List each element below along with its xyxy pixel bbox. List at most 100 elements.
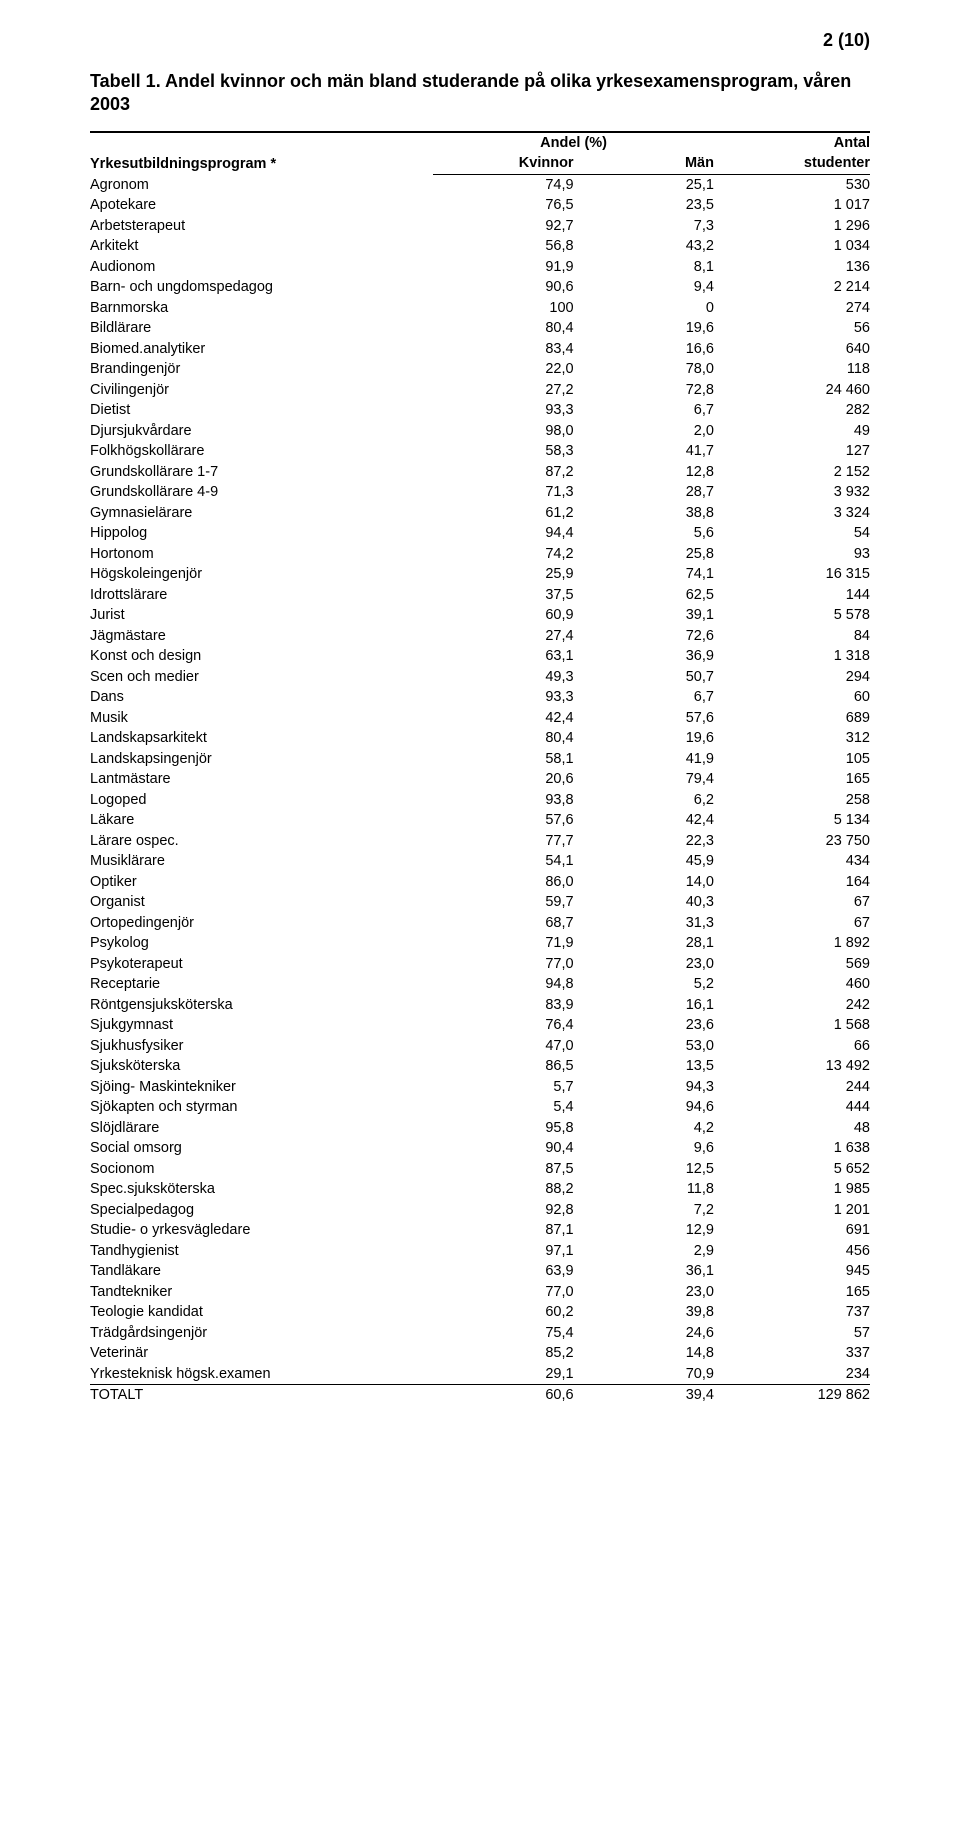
table-row: Sjöing- Maskintekniker5,794,3244 [90, 1077, 870, 1098]
row-kvinnor: 59,7 [433, 892, 573, 913]
row-studenter: 1 638 [714, 1138, 870, 1159]
row-man: 14,8 [574, 1343, 714, 1364]
row-label: Musiklärare [90, 851, 433, 872]
table-row: Trädgårdsingenjör75,424,657 [90, 1323, 870, 1344]
row-studenter: 54 [714, 523, 870, 544]
row-label: Dans [90, 687, 433, 708]
row-man: 36,1 [574, 1261, 714, 1282]
row-kvinnor: 76,4 [433, 1015, 573, 1036]
table-row: Ortopedingenjör68,731,367 [90, 913, 870, 934]
row-label: Arkitekt [90, 236, 433, 257]
row-studenter: 737 [714, 1302, 870, 1323]
row-label: Studie- o yrkesvägledare [90, 1220, 433, 1241]
table-row: Apotekare76,523,51 017 [90, 195, 870, 216]
row-man: 42,4 [574, 810, 714, 831]
row-studenter: 444 [714, 1097, 870, 1118]
table-caption: Tabell 1. Andel kvinnor och män bland st… [90, 70, 870, 117]
table-row: Jurist60,939,15 578 [90, 605, 870, 626]
row-man: 9,4 [574, 277, 714, 298]
row-man: 31,3 [574, 913, 714, 934]
table-row: Specialpedagog92,87,21 201 [90, 1200, 870, 1221]
row-kvinnor: 5,7 [433, 1077, 573, 1098]
row-kvinnor: 77,7 [433, 831, 573, 852]
row-kvinnor: 56,8 [433, 236, 573, 257]
row-kvinnor: 77,0 [433, 954, 573, 975]
row-studenter: 1 296 [714, 216, 870, 237]
row-studenter: 57 [714, 1323, 870, 1344]
row-studenter: 5 134 [714, 810, 870, 831]
row-studenter: 569 [714, 954, 870, 975]
row-kvinnor: 22,0 [433, 359, 573, 380]
table-row: Veterinär85,214,8337 [90, 1343, 870, 1364]
row-man: 12,8 [574, 462, 714, 483]
row-label: Psykoterapeut [90, 954, 433, 975]
table-row: Dans93,36,760 [90, 687, 870, 708]
row-man: 12,5 [574, 1159, 714, 1180]
row-label: Specialpedagog [90, 1200, 433, 1221]
table-body: Agronom74,925,1530Apotekare76,523,51 017… [90, 174, 870, 1385]
row-man: 53,0 [574, 1036, 714, 1057]
total-man: 39,4 [574, 1385, 714, 1406]
row-label: Barnmorska [90, 298, 433, 319]
row-studenter: 67 [714, 892, 870, 913]
table-row: Röntgensjuksköterska83,916,1242 [90, 995, 870, 1016]
row-kvinnor: 93,3 [433, 687, 573, 708]
row-label: Civilingenjör [90, 380, 433, 401]
table-row: Psykolog71,928,11 892 [90, 933, 870, 954]
row-label: Landskapsingenjör [90, 749, 433, 770]
row-man: 79,4 [574, 769, 714, 790]
row-kvinnor: 74,2 [433, 544, 573, 565]
table-row: Dietist93,36,7282 [90, 400, 870, 421]
table-row: Högskoleingenjör25,974,116 315 [90, 564, 870, 585]
row-kvinnor: 98,0 [433, 421, 573, 442]
row-kvinnor: 63,1 [433, 646, 573, 667]
row-man: 2,0 [574, 421, 714, 442]
row-label: Biomed.analytiker [90, 339, 433, 360]
page-number: 2 (10) [823, 30, 870, 51]
row-kvinnor: 83,9 [433, 995, 573, 1016]
row-studenter: 691 [714, 1220, 870, 1241]
table-row: Agronom74,925,1530 [90, 174, 870, 195]
row-label: Teologie kandidat [90, 1302, 433, 1323]
row-label: Sjökapten och styrman [90, 1097, 433, 1118]
row-man: 6,7 [574, 400, 714, 421]
row-label: Jurist [90, 605, 433, 626]
table-row: Konst och design63,136,91 318 [90, 646, 870, 667]
table-row: Biomed.analytiker83,416,6640 [90, 339, 870, 360]
row-label: Social omsorg [90, 1138, 433, 1159]
row-studenter: 294 [714, 667, 870, 688]
row-kvinnor: 58,1 [433, 749, 573, 770]
table-row: Teologie kandidat60,239,8737 [90, 1302, 870, 1323]
table-row: Arbetsterapeut92,77,31 296 [90, 216, 870, 237]
row-studenter: 312 [714, 728, 870, 749]
table-row: Socionom87,512,55 652 [90, 1159, 870, 1180]
row-label: Organist [90, 892, 433, 913]
row-man: 13,5 [574, 1056, 714, 1077]
row-studenter: 456 [714, 1241, 870, 1262]
table-row: Scen och medier49,350,7294 [90, 667, 870, 688]
row-studenter: 48 [714, 1118, 870, 1139]
row-kvinnor: 97,1 [433, 1241, 573, 1262]
row-studenter: 13 492 [714, 1056, 870, 1077]
row-man: 23,5 [574, 195, 714, 216]
row-label: Grundskollärare 4-9 [90, 482, 433, 503]
row-kvinnor: 88,2 [433, 1179, 573, 1200]
row-kvinnor: 37,5 [433, 585, 573, 606]
table-row: Sjukhusfysiker47,053,066 [90, 1036, 870, 1057]
row-studenter: 5 578 [714, 605, 870, 626]
row-man: 25,8 [574, 544, 714, 565]
row-kvinnor: 57,6 [433, 810, 573, 831]
row-man: 78,0 [574, 359, 714, 380]
row-label: Musik [90, 708, 433, 729]
row-kvinnor: 49,3 [433, 667, 573, 688]
row-kvinnor: 27,2 [433, 380, 573, 401]
row-label: Lantmästare [90, 769, 433, 790]
table-row: Sjökapten och styrman5,494,6444 [90, 1097, 870, 1118]
row-man: 36,9 [574, 646, 714, 667]
row-label: Tandtekniker [90, 1282, 433, 1303]
row-label: Sjukgymnast [90, 1015, 433, 1036]
table-row: Musiklärare54,145,9434 [90, 851, 870, 872]
row-studenter: 234 [714, 1364, 870, 1385]
row-studenter: 23 750 [714, 831, 870, 852]
row-label: Högskoleingenjör [90, 564, 433, 585]
